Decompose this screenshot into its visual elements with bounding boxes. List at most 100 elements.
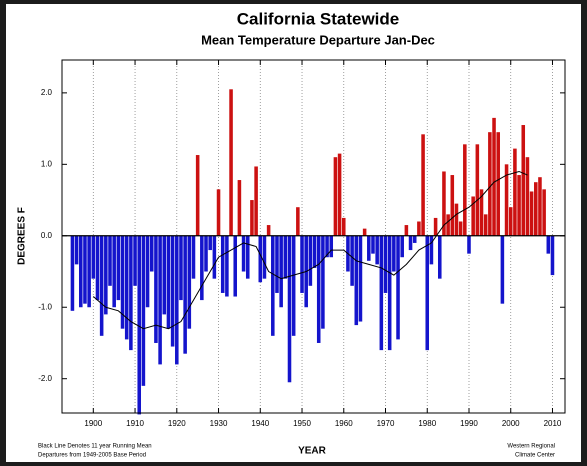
bar: [187, 235, 192, 329]
footnote: Departures from 1949-2005 Base Period: [38, 453, 146, 459]
y-axis-title: DEGREES F: [17, 207, 28, 265]
x-tick-label: 1930: [210, 419, 228, 428]
bar: [492, 117, 496, 236]
chart-title: California Statewide: [237, 9, 399, 28]
bar: [392, 235, 396, 272]
bar: [300, 235, 304, 293]
bar: [175, 235, 179, 365]
bar: [354, 235, 359, 326]
bar: [154, 235, 158, 343]
bar: [400, 235, 404, 258]
bar: [229, 89, 233, 236]
bar: [508, 207, 513, 236]
x-tick-label: 2010: [544, 419, 562, 428]
bar: [341, 217, 346, 236]
bar: [396, 235, 400, 340]
bar: [316, 235, 321, 343]
y-tick-label: 0.0: [41, 231, 53, 240]
bar: [149, 235, 154, 272]
bar: [417, 221, 421, 236]
bar: [529, 191, 534, 236]
bar: [237, 180, 242, 236]
bar: [454, 203, 459, 236]
bar: [70, 235, 75, 311]
bar: [546, 235, 551, 254]
bar: [258, 235, 263, 283]
bar: [337, 153, 342, 236]
bar: [383, 235, 388, 293]
bar: [475, 144, 480, 236]
x-tick-label: 1980: [418, 419, 436, 428]
footnote: Black Line Denotes 11 year Running Mean: [38, 444, 152, 450]
x-tick-label: 1990: [460, 419, 478, 428]
bar: [550, 235, 555, 276]
bar: [129, 235, 133, 351]
x-tick-label: 1940: [251, 419, 269, 428]
bar: [179, 235, 183, 301]
bar: [421, 134, 425, 236]
bar: [133, 235, 137, 286]
bar: [99, 235, 104, 336]
bar: [408, 235, 413, 251]
bar: [266, 225, 271, 236]
bar: [291, 235, 296, 336]
bar: [463, 144, 467, 236]
bar: [387, 235, 392, 351]
bar: [200, 235, 204, 301]
y-tick-label: -2.0: [38, 374, 52, 383]
bar: [74, 235, 79, 265]
bar: [204, 235, 208, 272]
bar: [183, 235, 187, 354]
bar: [108, 235, 112, 286]
bar: [375, 235, 379, 265]
x-tick-label: 1970: [377, 419, 395, 428]
bar: [279, 235, 283, 308]
x-tick-label: 2000: [502, 419, 520, 428]
bar: [325, 235, 329, 258]
x-tick-label: 1920: [168, 419, 186, 428]
bar: [79, 235, 83, 308]
bar: [191, 235, 196, 279]
bar: [329, 235, 334, 258]
x-tick-label: 1900: [84, 419, 102, 428]
bar: [245, 235, 250, 279]
bar: [271, 235, 275, 336]
bar: [525, 157, 530, 236]
bar: [467, 235, 471, 254]
bar: [471, 196, 475, 236]
bar: [225, 235, 229, 297]
credit: Western Regional: [507, 444, 555, 450]
bar: [312, 235, 317, 268]
bar: [513, 148, 517, 236]
bar: [241, 235, 246, 272]
y-tick-label: -1.0: [38, 302, 52, 311]
bar: [450, 175, 455, 236]
bar: [254, 166, 258, 236]
bar: [483, 214, 488, 236]
bar: [333, 157, 338, 236]
bar: [170, 235, 175, 347]
bar: [308, 235, 313, 286]
bar: [275, 235, 279, 293]
bar: [367, 235, 371, 261]
bar: [371, 235, 375, 254]
bar: [496, 132, 500, 236]
bar: [91, 235, 96, 279]
bar: [141, 235, 146, 386]
bar: [87, 235, 91, 308]
bar: [250, 200, 254, 236]
bar: [446, 214, 450, 236]
bar: [166, 235, 171, 329]
bar: [137, 235, 141, 415]
bar: [538, 177, 542, 236]
bar: [283, 235, 288, 279]
bar: [216, 189, 221, 236]
bar: [162, 235, 167, 315]
bar: [521, 125, 526, 236]
x-tick-label: 1960: [335, 419, 353, 428]
bar: [95, 235, 100, 301]
bar: [429, 235, 434, 265]
bar: [412, 235, 417, 243]
